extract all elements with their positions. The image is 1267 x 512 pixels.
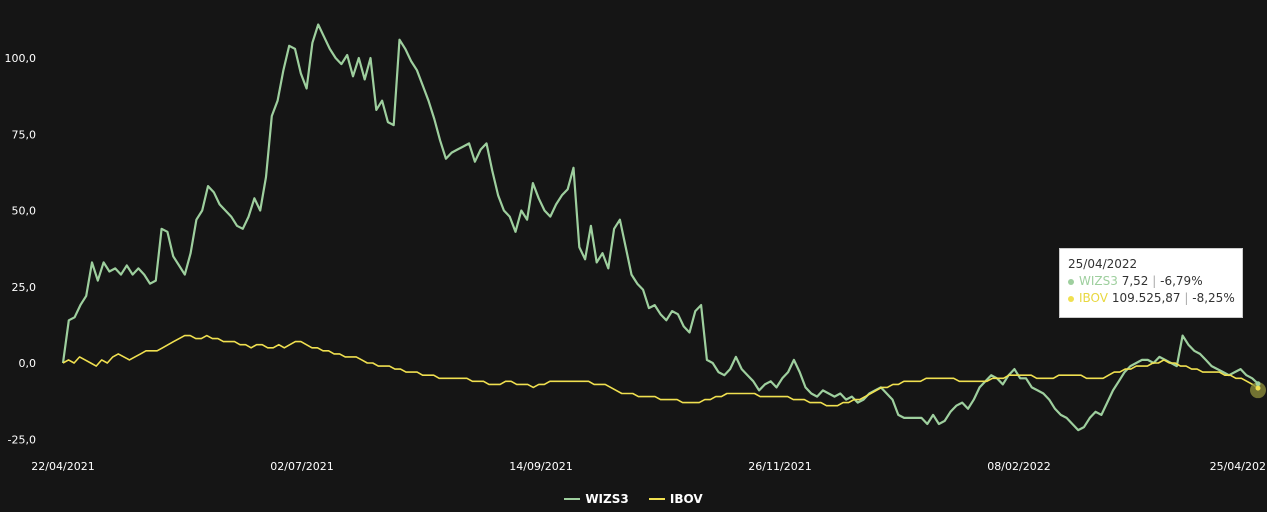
legend: WIZS3 IBOV [0,489,1267,506]
tooltip-row-ibov: IBOV 109.525,87 | -8,25% [1068,291,1235,305]
y-tick-label: 75,0 [12,128,37,141]
legend-label-ibov: IBOV [669,492,703,506]
tooltip-sep-ibov: | [1184,291,1189,305]
legend-item-ibov[interactable]: IBOV [648,492,703,506]
series-line-ibov [62,334,1259,407]
x-tick-label: 25/04/202 [1210,460,1266,473]
x-tick-label: 22/04/2021 [31,460,94,473]
tooltip-value-ibov: 109.525,87 [1111,291,1181,305]
tooltip-dot-wizs3 [1068,278,1074,285]
y-tick-label: 100,0 [5,52,37,65]
y-tick-label: 0,0 [19,357,37,370]
tooltip-name-wizs3: WIZS3 [1079,274,1118,288]
tooltip: 25/04/2022 WIZS3 7,52 | -6,79% IBOV 109.… [1059,248,1243,318]
series-line-wizs3 [61,23,1259,432]
y-tick-label: 25,0 [12,281,37,294]
x-tick-label: 02/07/2021 [270,460,333,473]
legend-item-wizs3[interactable]: WIZS3 [564,492,629,506]
tooltip-change-wizs3: -6,79% [1160,274,1203,288]
tooltip-dot-ibov [1068,295,1074,302]
tooltip-row-wizs3: WIZS3 7,52 | -6,79% [1068,274,1234,288]
tooltip-sep-wizs3: | [1152,274,1157,288]
y-tick-label: 50,0 [12,205,37,218]
legend-swatch-ibov [648,498,665,500]
x-tick-label: 26/11/2021 [748,460,811,473]
hover-point-ibov [1255,385,1261,391]
legend-swatch-wizs3 [564,498,581,500]
tooltip-value-wizs3: 7,52 [1121,274,1149,288]
tooltip-name-ibov: IBOV [1079,291,1109,305]
x-tick-label: 14/09/2021 [509,460,572,473]
y-tick-label: -25,0 [8,433,36,446]
tooltip-date: 25/04/2022 [1068,257,1138,271]
legend-label-wizs3: WIZS3 [585,492,629,506]
tooltip-change-ibov: -8,25% [1192,291,1235,305]
hover-point-wizs3 [1255,381,1261,387]
x-tick-label: 08/02/2022 [987,460,1050,473]
